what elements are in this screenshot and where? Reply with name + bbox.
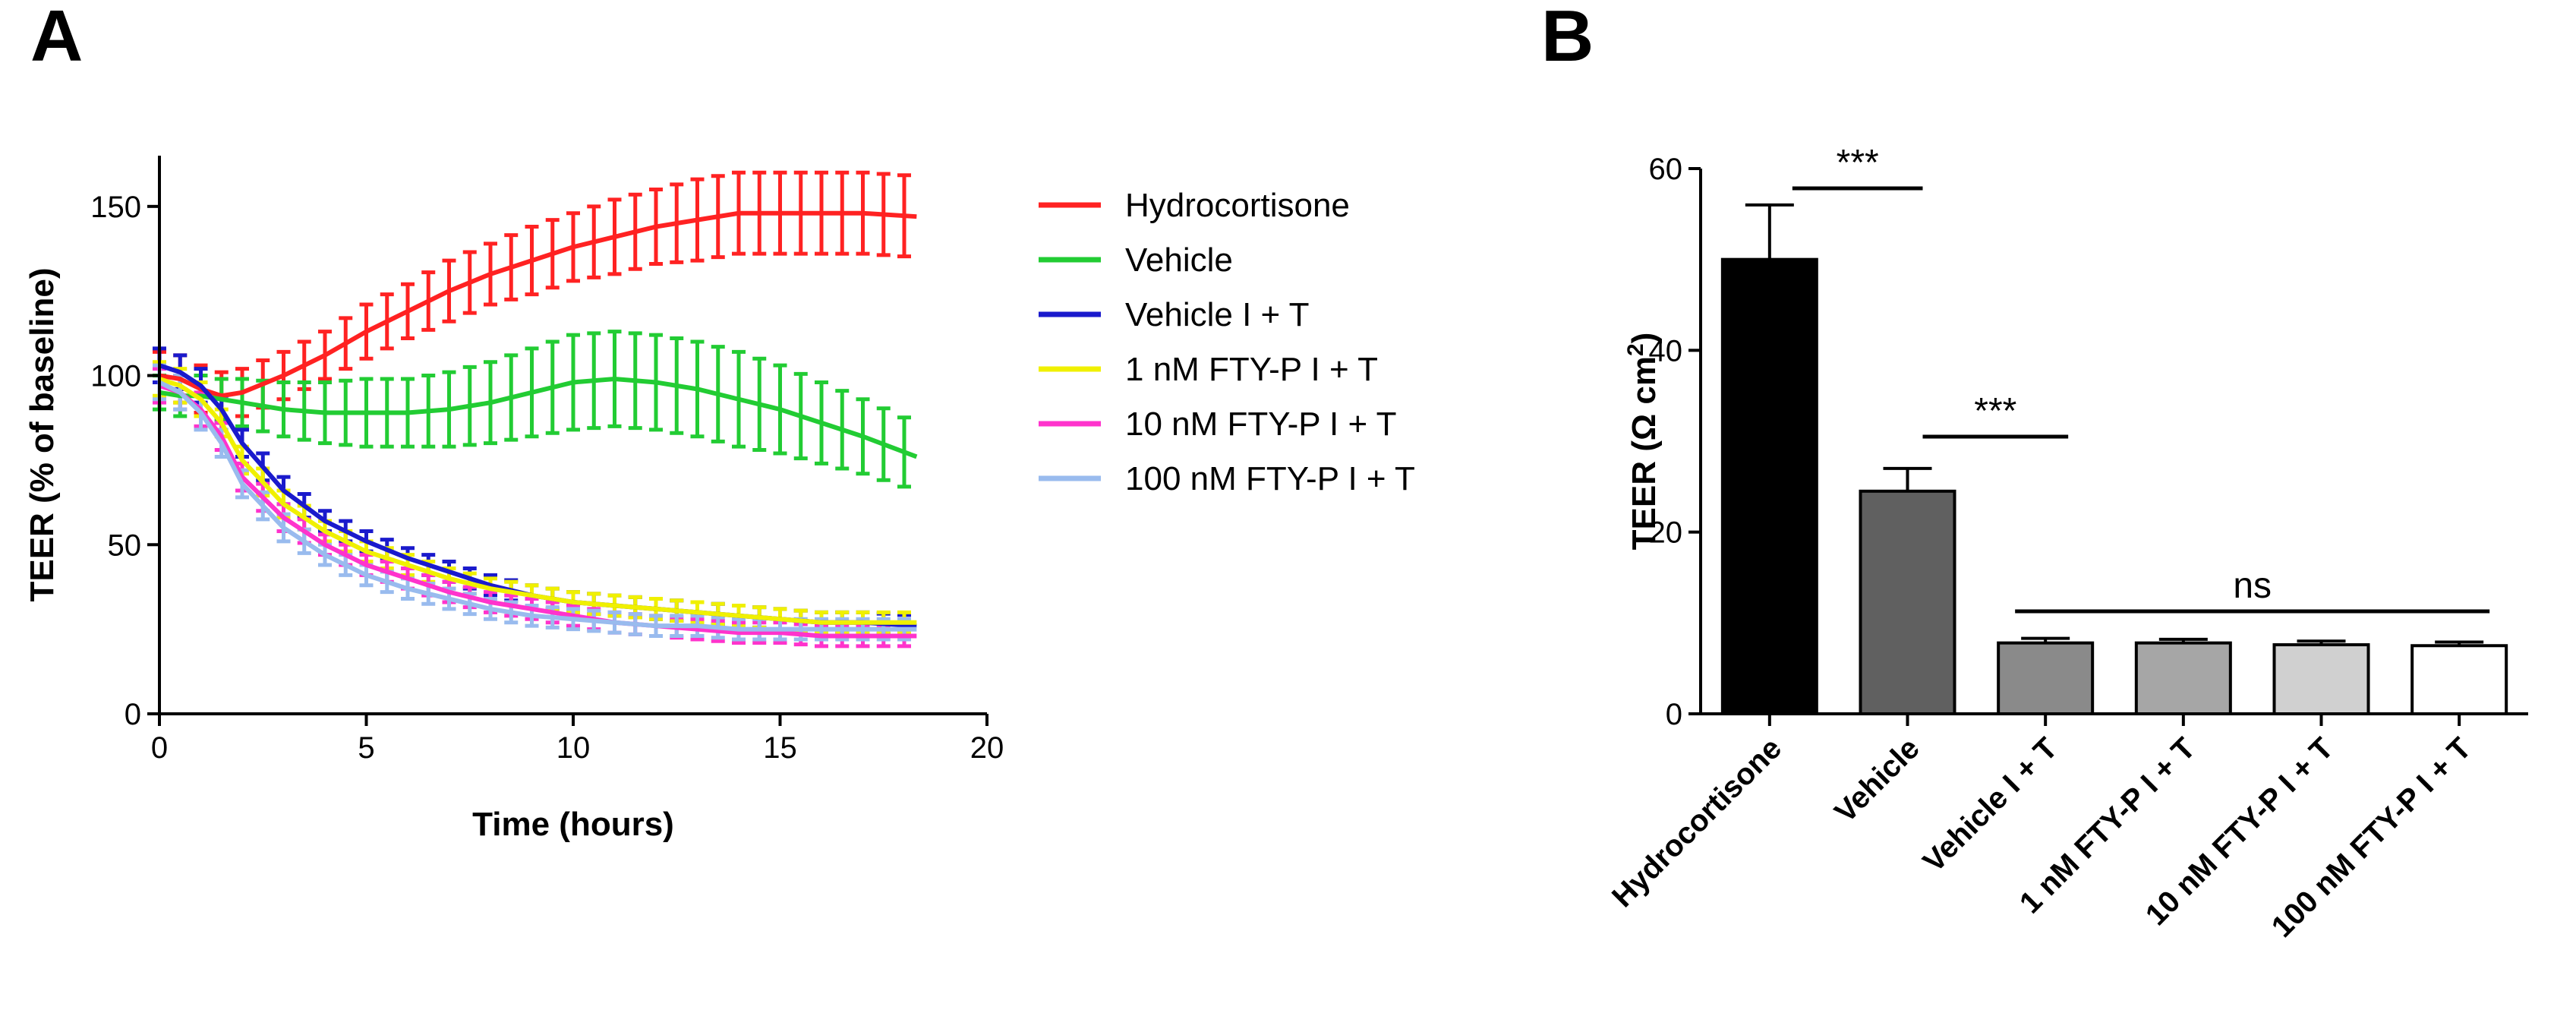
b-y-axis-title-end: ) — [1625, 333, 1663, 344]
b-bar — [2410, 644, 2508, 715]
panel-a-line-chart: 0 50 100 150 0 5 10 15 20 Time (hours) TEER (% … — [24, 156, 1415, 843]
a-y-tick-label: 100 — [90, 360, 141, 393]
b-bar — [2272, 643, 2370, 716]
b-y-tick-label: 20 — [1649, 516, 1683, 550]
a-y-tick-label: 0 — [125, 698, 141, 731]
b-bar — [2134, 641, 2232, 715]
b-significance-label: *** — [1837, 143, 1879, 183]
a-x-tick-label: 15 — [763, 731, 797, 765]
b-y-tick-label: 40 — [1649, 334, 1683, 368]
panel-a-letter: A — [30, 0, 83, 77]
a-legend-label: 10 nM FTY-P I + T — [1125, 406, 1396, 443]
a-series-line — [159, 376, 918, 459]
b-y-axis-title-sup: 2 — [1623, 343, 1648, 356]
panel-b-letter: B — [1541, 0, 1594, 77]
a-legend-label: Hydrocortisone — [1125, 187, 1350, 224]
a-y-axis-title: TEER (% of baseline) — [24, 267, 61, 601]
b-category-label: Hydrocortisone — [1606, 731, 1788, 914]
b-significance-annotations: *** *** ns — [1792, 143, 2490, 614]
a-legend: Hydrocortisone Vehicle Vehicle I + T 1 nM F… — [1039, 187, 1415, 497]
b-category-label: Vehicle — [1828, 731, 1926, 829]
a-x-tick-label: 10 — [557, 731, 591, 765]
a-errorbars-group — [153, 170, 911, 649]
a-x-ticks: 0 5 10 15 20 — [151, 714, 1004, 765]
b-y-axis-title-main: TEER (Ω cm — [1625, 356, 1663, 550]
a-legend-label: Vehicle — [1125, 241, 1233, 279]
a-y-ticks: 0 50 100 150 — [90, 191, 159, 731]
b-bar — [1997, 641, 2095, 715]
b-bar — [1859, 489, 1956, 715]
b-y-tick-label: 60 — [1649, 153, 1683, 186]
a-legend-label: Vehicle I + T — [1125, 296, 1310, 333]
a-y-tick-label: 50 — [108, 529, 142, 562]
b-significance-label: *** — [1974, 391, 2016, 431]
a-legend-label: 100 nM FTY-P I + T — [1125, 460, 1415, 497]
a-y-tick-label: 150 — [90, 191, 141, 224]
a-series-line — [159, 377, 917, 625]
a-lines-group — [158, 210, 918, 639]
a-x-axis-title: Time (hours) — [472, 806, 674, 843]
a-x-tick-label: 5 — [358, 731, 374, 765]
a-series-line — [158, 380, 917, 632]
a-series-line — [159, 383, 917, 639]
b-bar — [1720, 257, 1818, 715]
b-bars-group — [1720, 203, 2508, 716]
b-y-tick-label: 0 — [1666, 698, 1682, 731]
b-category-label: Vehicle I + T — [1917, 731, 2064, 879]
a-series-line — [159, 210, 917, 399]
b-y-ticks: 0 20 40 60 — [1649, 153, 1701, 731]
a-x-tick-label: 20 — [970, 731, 1004, 765]
a-legend-label: 1 nM FTY-P I + T — [1125, 351, 1378, 388]
a-x-tick-label: 0 — [151, 731, 168, 765]
b-y-axis-title: TEER (Ω cm2) — [1623, 333, 1663, 551]
b-significance-label: ns — [2233, 566, 2272, 606]
